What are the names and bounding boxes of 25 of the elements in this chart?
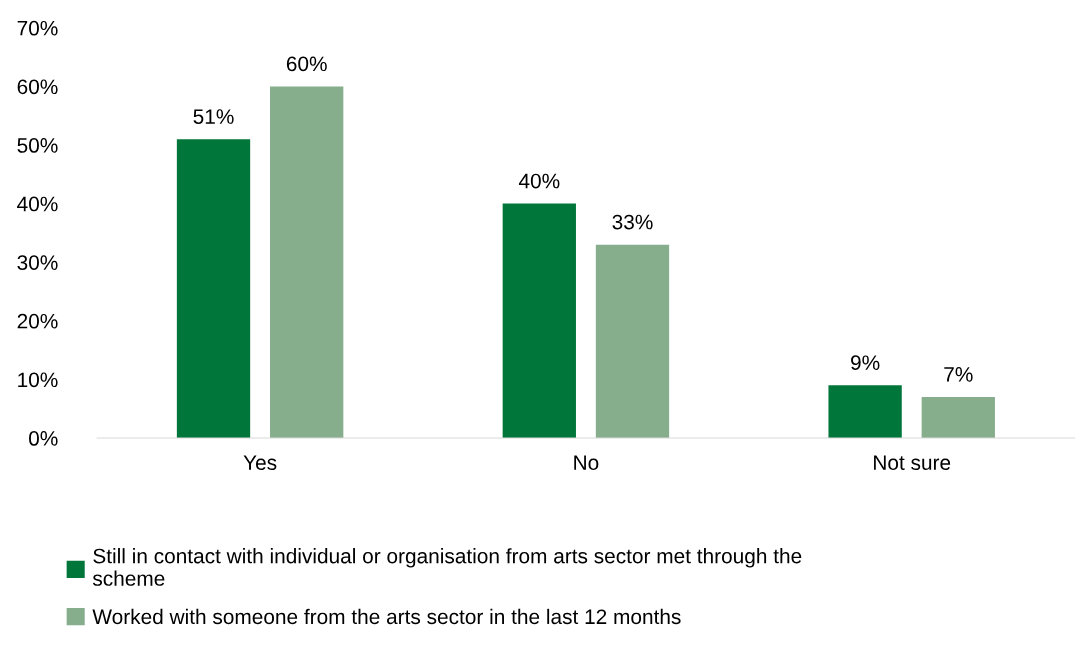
y-tick-label: 70% <box>17 20 58 36</box>
bar <box>270 86 344 439</box>
y-tick-label: 40% <box>17 196 58 212</box>
x-tick-label: Yes <box>243 455 277 470</box>
bar <box>828 385 902 439</box>
y-tick-label: 0% <box>29 431 58 446</box>
y-tick-label: 10% <box>18 372 58 388</box>
x-tick-label: No <box>574 455 599 470</box>
data-label: 7% <box>944 367 973 382</box>
bar <box>921 397 995 439</box>
y-tick-label: 60% <box>17 79 58 95</box>
bar <box>595 244 670 439</box>
data-label: 9% <box>851 355 880 371</box>
x-tick-label: Not sure <box>874 455 951 470</box>
y-tick-label: 50% <box>17 138 58 153</box>
legend-label: Still in contact with individual or organisation from arts sector met through the scheme <box>92 548 802 586</box>
legend-label: Worked with someone from the arts sector in the last 12 months <box>92 608 681 625</box>
y-tick-label: 30% <box>17 255 58 270</box>
data-label: 51% <box>193 109 234 124</box>
data-label: 33% <box>612 214 653 230</box>
data-label: 60% <box>286 56 327 72</box>
bar <box>176 139 251 439</box>
y-tick-label: 20% <box>17 313 58 329</box>
bar <box>502 203 576 439</box>
data-label: 40% <box>518 173 560 189</box>
